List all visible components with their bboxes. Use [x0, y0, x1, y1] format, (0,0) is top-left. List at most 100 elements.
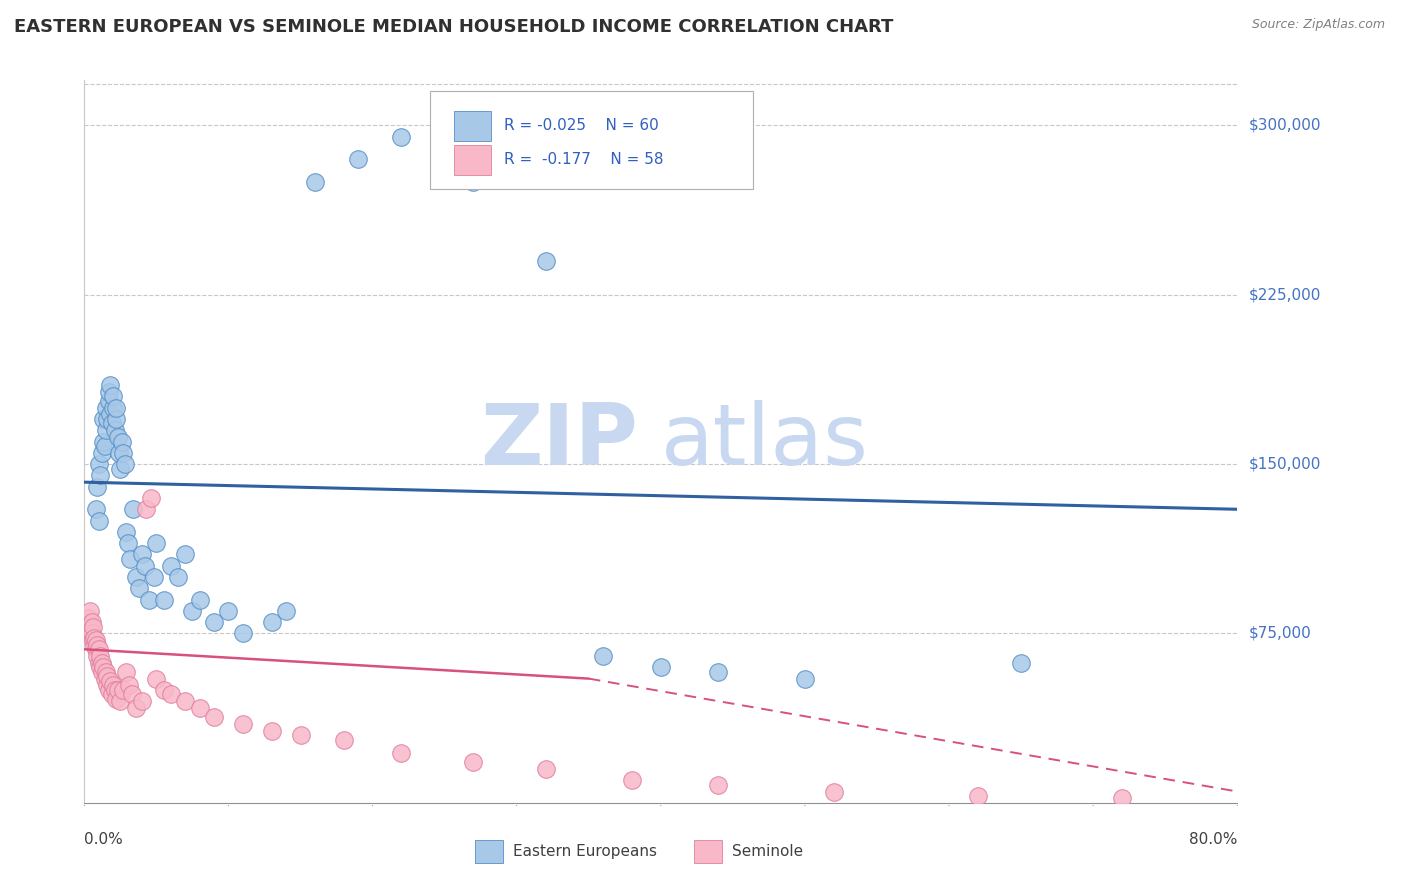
Text: EASTERN EUROPEAN VS SEMINOLE MEDIAN HOUSEHOLD INCOME CORRELATION CHART: EASTERN EUROPEAN VS SEMINOLE MEDIAN HOUS…: [14, 18, 893, 36]
Point: [181, 604, 204, 618]
Point: [98, 378, 121, 392]
Point: [131, 548, 153, 562]
Point: [89, 648, 111, 663]
Point: [97, 384, 120, 399]
Point: [188, 592, 211, 607]
Point: [79, 620, 101, 634]
Point: [108, 446, 131, 460]
Point: [84, 642, 107, 657]
Point: [89, 660, 111, 674]
Point: [260, 615, 283, 630]
Text: Source: ZipAtlas.com: Source: ZipAtlas.com: [1251, 18, 1385, 31]
Point: [94, 401, 117, 415]
Point: [290, 728, 312, 742]
Point: [96, 412, 118, 426]
Point: [94, 665, 117, 679]
Point: [202, 615, 225, 630]
Text: Seminole: Seminole: [733, 845, 803, 859]
Point: [139, 491, 162, 505]
Point: [105, 692, 128, 706]
Point: [534, 762, 557, 776]
Point: [967, 789, 990, 803]
Point: [463, 755, 485, 769]
Point: [125, 570, 148, 584]
Point: [93, 439, 115, 453]
Point: [91, 660, 114, 674]
Point: [93, 672, 115, 686]
Point: [135, 502, 157, 516]
Point: [90, 446, 112, 460]
Point: [107, 430, 129, 444]
Point: [111, 434, 134, 449]
Point: [110, 461, 132, 475]
Point: [145, 672, 167, 686]
Point: [84, 633, 107, 648]
Text: R =  -0.177    N = 58: R = -0.177 N = 58: [503, 153, 664, 168]
Text: R = -0.025    N = 60: R = -0.025 N = 60: [503, 119, 659, 133]
Point: [304, 175, 326, 189]
Point: [97, 393, 120, 408]
Point: [174, 694, 197, 708]
Point: [86, 638, 108, 652]
Point: [86, 480, 108, 494]
Point: [131, 694, 153, 708]
Point: [80, 615, 103, 630]
Point: [152, 592, 174, 607]
Point: [333, 732, 356, 747]
Point: [1010, 656, 1032, 670]
Text: 80.0%: 80.0%: [1189, 831, 1237, 847]
Point: [347, 153, 370, 167]
Point: [232, 716, 254, 731]
Point: [152, 682, 174, 697]
Point: [650, 660, 672, 674]
FancyBboxPatch shape: [695, 840, 721, 863]
Point: [103, 389, 124, 403]
Point: [707, 778, 730, 792]
Text: Eastern Europeans: Eastern Europeans: [513, 845, 657, 859]
Point: [104, 682, 127, 697]
Point: [160, 558, 183, 573]
Point: [115, 524, 138, 539]
FancyBboxPatch shape: [454, 145, 491, 175]
Point: [276, 604, 298, 618]
Point: [174, 548, 197, 562]
Point: [110, 694, 132, 708]
Point: [104, 423, 127, 437]
Point: [232, 626, 254, 640]
Point: [202, 710, 225, 724]
Point: [138, 592, 160, 607]
Point: [115, 665, 138, 679]
Point: [90, 665, 112, 679]
Point: [84, 502, 107, 516]
Point: [120, 552, 142, 566]
Text: $300,000: $300,000: [1249, 118, 1320, 133]
Point: [391, 129, 413, 144]
Point: [117, 536, 139, 550]
Point: [87, 642, 110, 657]
Point: [87, 656, 110, 670]
Point: [97, 682, 120, 697]
Point: [112, 682, 135, 697]
Point: [125, 701, 148, 715]
FancyBboxPatch shape: [430, 91, 754, 189]
Point: [96, 678, 118, 692]
Point: [707, 665, 730, 679]
Text: ZIP: ZIP: [479, 400, 638, 483]
Point: [82, 620, 104, 634]
Point: [107, 682, 129, 697]
Text: $225,000: $225,000: [1249, 287, 1320, 302]
Text: atlas: atlas: [661, 400, 869, 483]
Point: [98, 673, 121, 688]
Point: [114, 457, 136, 471]
Point: [1111, 791, 1133, 805]
Point: [77, 610, 100, 624]
Point: [105, 412, 128, 426]
Point: [82, 633, 104, 648]
Point: [91, 434, 114, 449]
Text: $150,000: $150,000: [1249, 457, 1320, 472]
Point: [80, 626, 103, 640]
Point: [145, 536, 167, 550]
Point: [823, 784, 845, 798]
Point: [592, 648, 614, 663]
FancyBboxPatch shape: [454, 111, 491, 141]
